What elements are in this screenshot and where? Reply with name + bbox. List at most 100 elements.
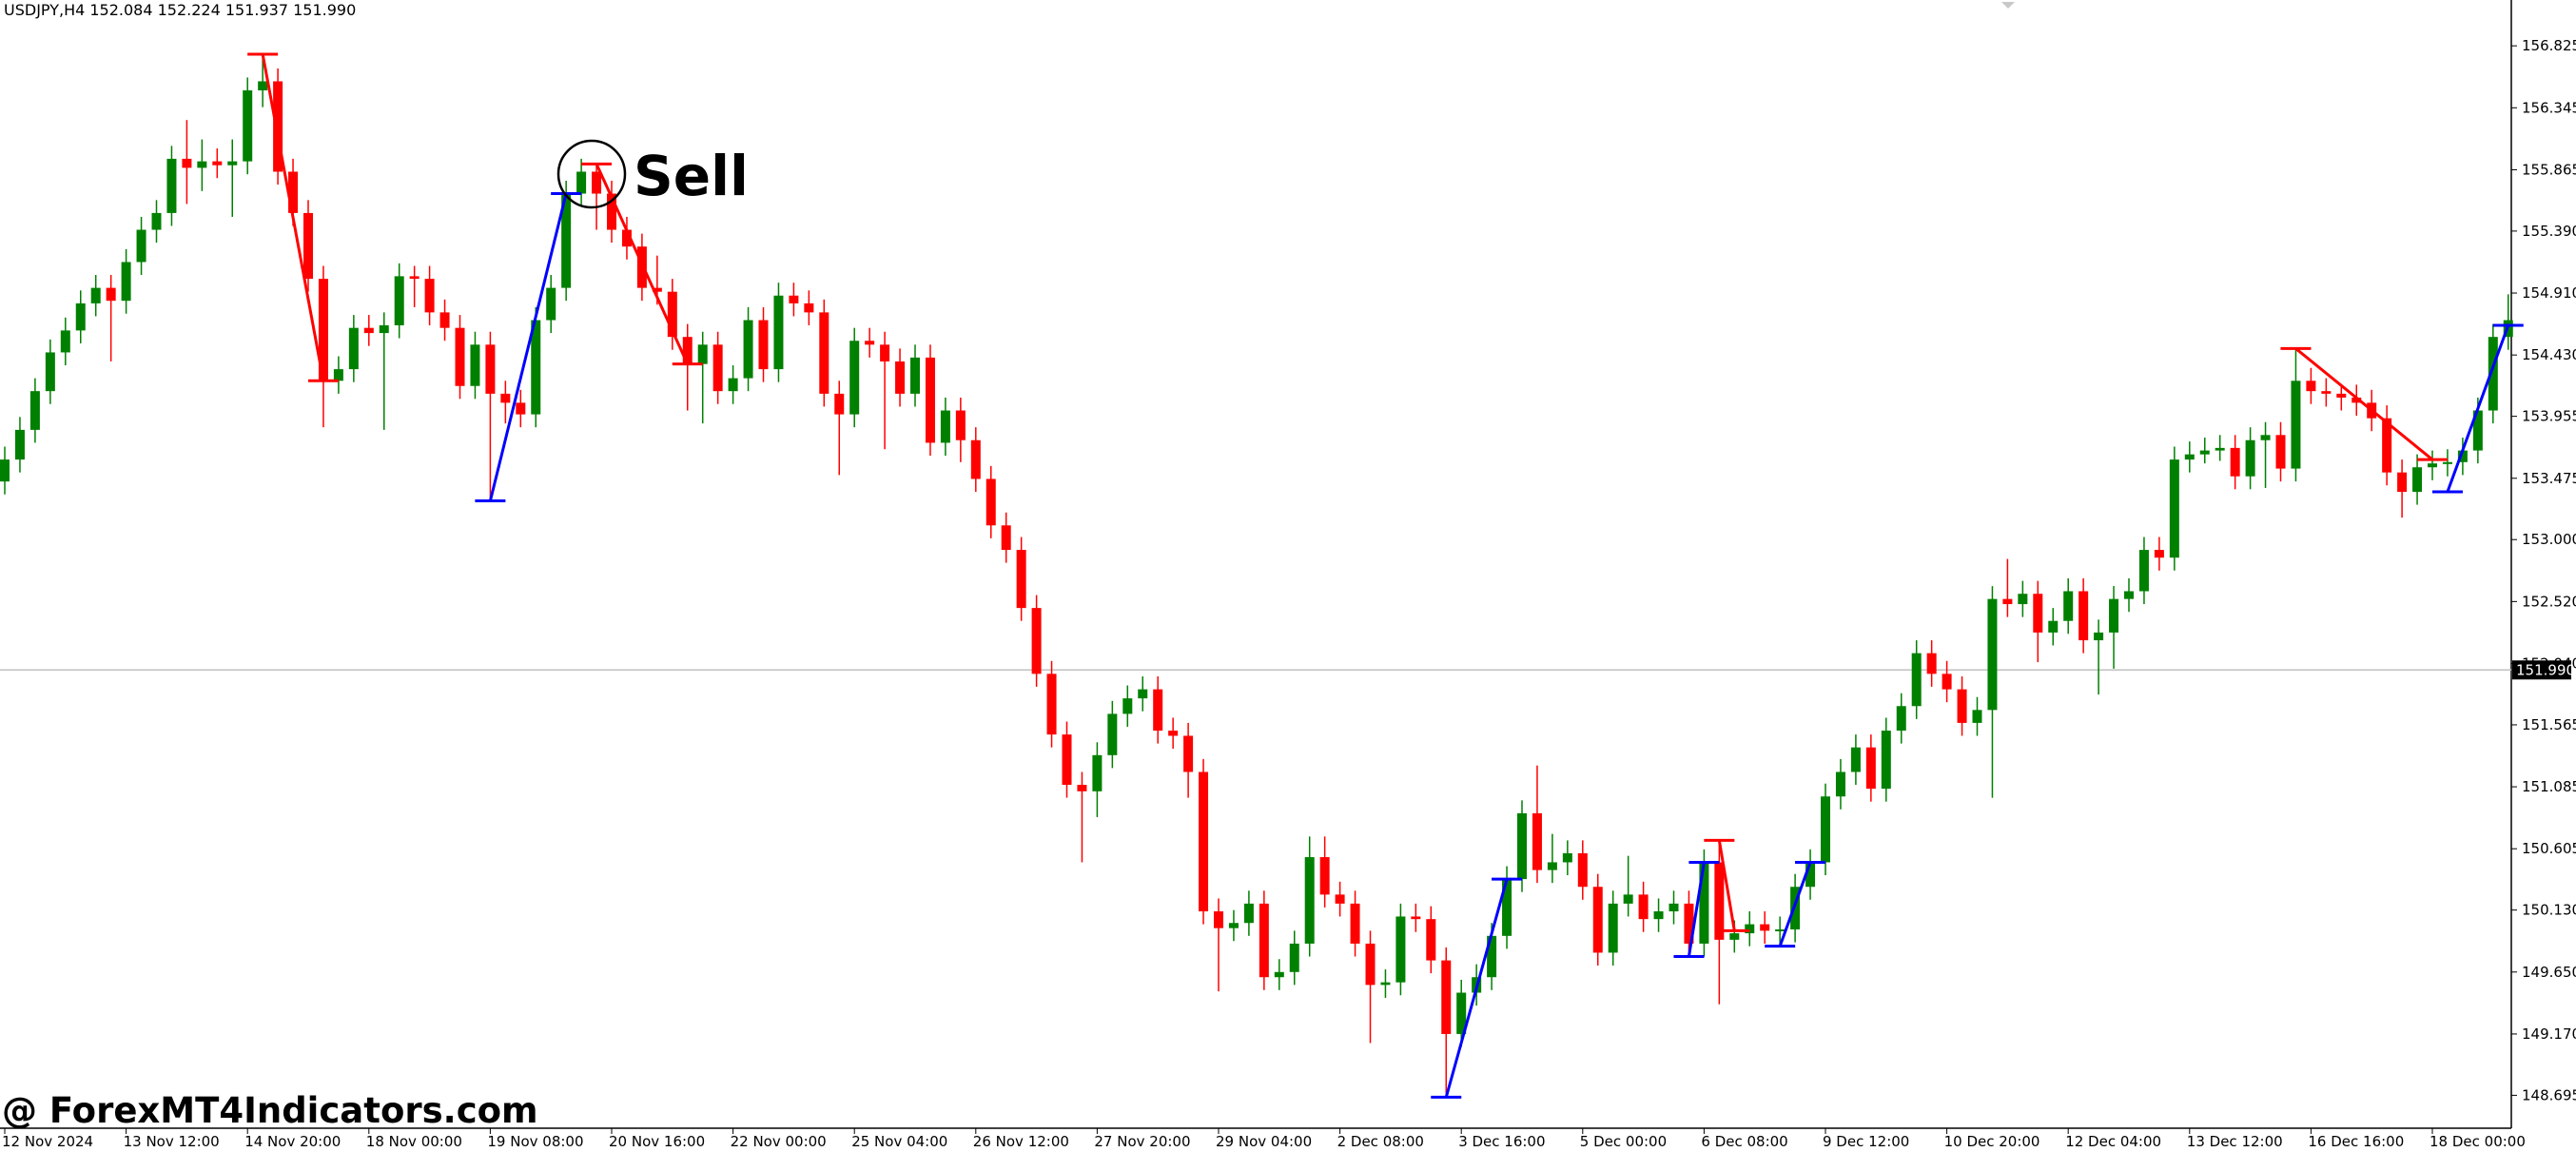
y-tick-label: 148.695 bbox=[2522, 1086, 2576, 1103]
candle-body bbox=[758, 320, 769, 370]
x-tick-label: 20 Nov 16:00 bbox=[609, 1133, 705, 1150]
x-tick-label: 13 Dec 12:00 bbox=[2187, 1133, 2283, 1150]
candle-body bbox=[1243, 903, 1254, 924]
candle-body bbox=[1304, 857, 1315, 944]
candle-body bbox=[0, 459, 10, 482]
candle-body bbox=[1653, 911, 1664, 920]
zigzag-line bbox=[1717, 840, 1736, 931]
x-tick-label: 22 Nov 00:00 bbox=[731, 1133, 827, 1150]
candle-body bbox=[90, 287, 101, 303]
candle-body bbox=[1547, 862, 1557, 870]
candle-body bbox=[1699, 862, 1709, 944]
candle-body bbox=[1957, 689, 1967, 723]
candle-body bbox=[1395, 916, 1406, 983]
candle-body bbox=[880, 344, 890, 361]
candle-body bbox=[45, 352, 55, 392]
candle-body bbox=[303, 212, 313, 280]
candle-body bbox=[2260, 435, 2271, 440]
candle-body bbox=[1183, 735, 1194, 772]
candle-body bbox=[1684, 903, 1694, 944]
candle-body bbox=[1259, 903, 1269, 978]
candle-body bbox=[743, 320, 753, 379]
candle-body bbox=[29, 391, 40, 430]
candle-body bbox=[2442, 461, 2452, 464]
x-tick-label: 29 Nov 04:00 bbox=[1216, 1133, 1312, 1150]
candle-body bbox=[667, 291, 677, 338]
candle-body bbox=[1926, 653, 1937, 674]
candle-body bbox=[1380, 982, 1391, 986]
candle-body bbox=[363, 327, 374, 334]
candle-body bbox=[576, 171, 587, 194]
candle-body bbox=[439, 312, 450, 328]
candle-body bbox=[2078, 591, 2089, 641]
candle-body bbox=[1775, 929, 1786, 932]
candle-body bbox=[2184, 454, 2195, 460]
candle-body bbox=[1562, 852, 1572, 863]
candle-body bbox=[2033, 594, 2043, 633]
candle-body bbox=[804, 303, 814, 313]
candle-body bbox=[2397, 472, 2408, 493]
zigzag-line bbox=[1778, 861, 1812, 947]
x-tick-label: 25 Nov 04:00 bbox=[851, 1133, 947, 1150]
x-tick-label: 9 Dec 12:00 bbox=[1823, 1133, 1909, 1150]
candle-body bbox=[1077, 785, 1087, 791]
candle-body bbox=[121, 262, 131, 302]
candle-body bbox=[2138, 550, 2149, 592]
candle-body bbox=[970, 439, 981, 479]
candle-body bbox=[1669, 903, 1679, 912]
candle-body bbox=[682, 337, 693, 364]
candle-body bbox=[1046, 674, 1057, 735]
candle-body bbox=[2109, 598, 2119, 633]
candle-body bbox=[834, 393, 845, 415]
zigzag-line bbox=[595, 163, 690, 365]
y-tick-label: 151.565 bbox=[2522, 716, 2576, 733]
candle-body bbox=[2428, 463, 2437, 468]
candle-body bbox=[1729, 933, 1740, 940]
candle-body bbox=[2154, 550, 2164, 558]
candle-body bbox=[394, 276, 404, 325]
x-tick-label: 14 Nov 20:00 bbox=[244, 1133, 341, 1150]
candle-body bbox=[592, 171, 602, 194]
candle-body bbox=[849, 341, 860, 415]
zigzag-line bbox=[2294, 347, 2433, 461]
candle-body bbox=[212, 161, 223, 166]
candle-body bbox=[60, 330, 70, 353]
candle-body bbox=[607, 193, 616, 230]
candle-body bbox=[1805, 862, 1816, 888]
candle-body bbox=[2352, 397, 2362, 403]
candle-body bbox=[106, 287, 116, 302]
candle-body bbox=[652, 287, 662, 292]
candle-body bbox=[1714, 862, 1725, 940]
candle-body bbox=[1972, 710, 1982, 723]
candle-body bbox=[925, 357, 935, 443]
x-tick-label: 3 Dec 16:00 bbox=[1458, 1133, 1545, 1150]
candle-body bbox=[773, 295, 784, 370]
candle-body bbox=[516, 402, 526, 415]
candle-body bbox=[910, 357, 920, 394]
candle-body bbox=[1850, 747, 1861, 772]
candle-body bbox=[1122, 698, 1133, 714]
candle-body bbox=[1001, 525, 1011, 551]
candle-body bbox=[2291, 381, 2301, 469]
candle-body bbox=[546, 287, 556, 321]
x-tick-label: 12 Dec 04:00 bbox=[2065, 1133, 2161, 1150]
candle-body bbox=[865, 341, 875, 345]
y-tick-label: 156.345 bbox=[2522, 99, 2576, 116]
candle-body bbox=[1411, 916, 1421, 920]
candle-body bbox=[2215, 447, 2225, 451]
candle-body bbox=[1319, 857, 1330, 895]
candle-body bbox=[14, 429, 25, 460]
candle-body bbox=[2094, 632, 2104, 641]
candle-body bbox=[166, 158, 177, 213]
chart-header: USDJPY,H4 152.084 152.224 151.937 151.99… bbox=[4, 1, 356, 19]
candle-body bbox=[986, 478, 996, 526]
candle-body bbox=[2199, 450, 2210, 455]
candle-body bbox=[136, 229, 146, 263]
candle-body bbox=[151, 212, 162, 230]
zigzag-line bbox=[1687, 862, 1706, 957]
candle-body bbox=[1456, 992, 1467, 1034]
candle-body bbox=[2245, 439, 2255, 477]
candle-body bbox=[2230, 447, 2240, 477]
x-tick-label: 18 Nov 00:00 bbox=[366, 1133, 462, 1150]
